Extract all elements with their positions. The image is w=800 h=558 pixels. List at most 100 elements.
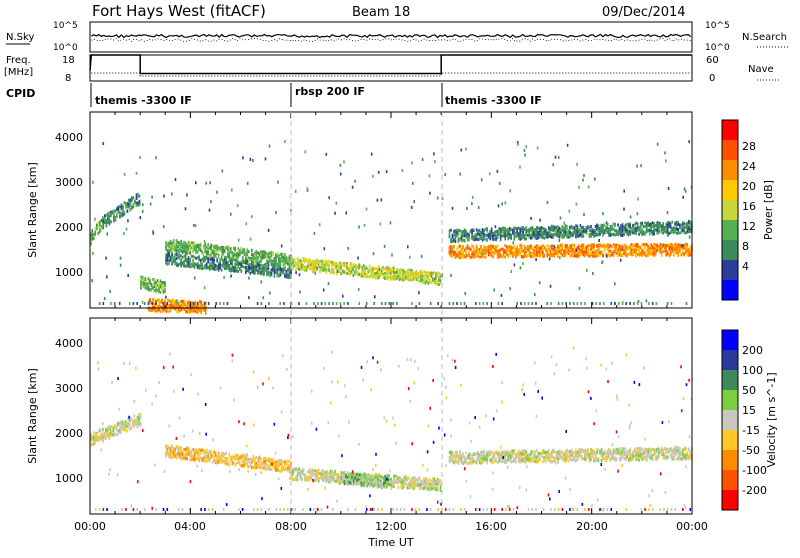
range-gate-cell (254, 270, 256, 273)
range-gate-cell (363, 275, 365, 278)
range-gate-cell (205, 312, 207, 315)
range-gate-cell (536, 254, 538, 257)
range-gate-cell (250, 267, 252, 270)
range-gate-cell (542, 251, 544, 254)
power-y-tick: 3000 (55, 176, 83, 189)
scatter-echo (630, 215, 632, 218)
ground-echo (599, 302, 601, 305)
range-gate-cell (112, 210, 114, 213)
range-gate-cell (125, 205, 127, 208)
range-gate-cell (432, 278, 434, 281)
range-gate-cell (557, 250, 559, 253)
range-gate-cell (437, 271, 439, 274)
range-gate-cell (687, 222, 689, 225)
range-gate-cell (157, 284, 159, 287)
range-gate-cell (491, 253, 493, 256)
range-gate-cell (227, 246, 229, 249)
range-gate-cell (281, 260, 283, 263)
range-gate-cell (504, 233, 506, 236)
range-gate-cell (260, 271, 262, 274)
range-gate-cell (333, 269, 335, 272)
range-gate-cell (289, 272, 291, 275)
ground-echo (558, 302, 560, 305)
range-gate-cell (256, 262, 258, 265)
range-gate-cell (619, 250, 621, 253)
range-gate-cell (334, 263, 336, 266)
range-gate-cell (257, 265, 259, 268)
range-gate-cell (235, 262, 237, 265)
scatter-echo (569, 210, 571, 213)
ground-echo (321, 302, 323, 305)
range-gate-cell (287, 268, 289, 271)
range-gate-cell (194, 265, 196, 268)
range-gate-cell (516, 254, 518, 257)
range-gate-cell (254, 254, 256, 257)
scatter-echo (640, 164, 642, 167)
range-gate-cell (536, 229, 538, 232)
range-gate-cell (154, 303, 156, 306)
range-gate-cell (613, 228, 615, 231)
range-gate-cell (497, 256, 499, 259)
ground-echo (208, 302, 210, 305)
scatter-echo (510, 270, 512, 273)
range-gate-cell (115, 216, 117, 219)
range-gate-cell (414, 272, 416, 275)
range-gate-cell (188, 301, 190, 304)
noise-right-tick-bottom: 10^0 (705, 43, 730, 53)
range-gate-cell (629, 224, 631, 227)
range-gate-cell (411, 279, 413, 282)
range-gate-cell (623, 249, 625, 252)
range-gate-cell (200, 301, 202, 304)
range-gate-cell (121, 215, 123, 218)
range-gate-cell (661, 246, 663, 249)
scatter-echo (250, 238, 252, 241)
range-gate-cell (389, 271, 391, 274)
range-gate-cell (224, 249, 226, 252)
range-gate-cell (247, 256, 249, 259)
range-gate-cell (593, 252, 595, 255)
ground-echo (261, 302, 263, 305)
range-gate-cell (155, 286, 157, 289)
range-gate-cell (363, 264, 365, 267)
range-gate-cell (224, 267, 226, 270)
range-gate-cell (310, 263, 312, 266)
range-gate-cell (568, 247, 570, 250)
range-gate-cell (417, 274, 419, 277)
range-gate-cell (95, 434, 97, 437)
range-gate-cell (169, 300, 171, 303)
range-gate-cell (148, 308, 150, 311)
ground-echo (136, 302, 138, 305)
range-gate-cell (553, 228, 555, 231)
range-gate-cell (248, 256, 250, 259)
range-gate-cell (539, 247, 541, 250)
scatter-echo (505, 229, 507, 232)
range-gate-cell (230, 247, 232, 250)
range-gate-cell (470, 248, 472, 251)
range-gate-cell (559, 227, 561, 230)
range-gate-cell (539, 236, 541, 239)
scatter-echo (171, 192, 173, 195)
range-gate-cell (485, 234, 487, 237)
range-gate-cell (212, 244, 214, 247)
power-colorbar: 28 24 20 16 12 8 4 Power [dB] (722, 120, 775, 301)
range-gate-cell (628, 233, 630, 236)
range-gate-cell (222, 260, 224, 263)
range-gate-cell (324, 261, 326, 264)
range-gate-cell (275, 268, 277, 271)
power-y-tick: 4000 (55, 131, 83, 144)
range-gate-cell (464, 255, 466, 258)
range-gate-cell (103, 227, 105, 230)
range-gate-cell (393, 267, 395, 270)
range-gate-cell (498, 233, 500, 236)
ground-echo (389, 302, 391, 305)
range-gate-cell (685, 243, 687, 246)
range-gate-cell (647, 221, 649, 224)
range-gate-cell (524, 248, 526, 251)
scatter-echo (664, 151, 666, 154)
range-gate-cell (608, 244, 610, 247)
range-gate-cell (373, 275, 375, 278)
ground-echo (671, 302, 673, 305)
range-gate-cell (554, 229, 556, 232)
noise-sky-line (91, 35, 690, 38)
range-gate-cell (476, 251, 478, 254)
